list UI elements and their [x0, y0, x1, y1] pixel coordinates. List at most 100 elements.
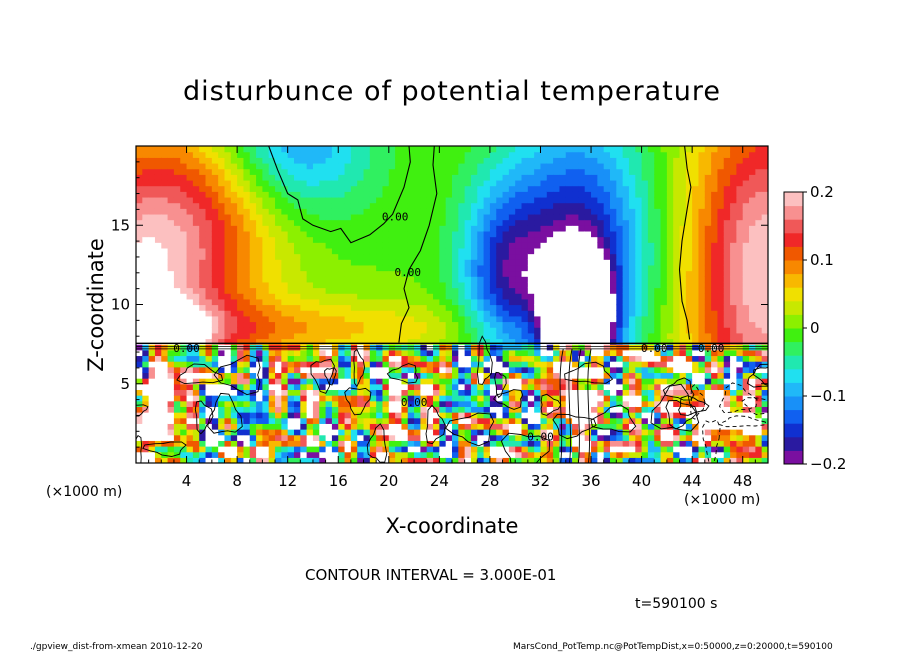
heatmap-cell: [534, 310, 542, 317]
heatmap-cell: [331, 412, 339, 419]
heatmap-cell: [243, 196, 251, 204]
heatmap-cell: [414, 423, 421, 430]
heatmap-cell: [407, 434, 415, 441]
heatmap-cell: [256, 429, 263, 436]
heatmap-cell: [357, 361, 365, 368]
heatmap-cell: [477, 310, 485, 317]
heatmap-cell: [331, 338, 339, 345]
heatmap-cell: [477, 191, 485, 198]
heatmap-cell: [508, 287, 516, 294]
heatmap-cell: [249, 293, 257, 300]
heatmap-cell: [508, 304, 516, 311]
heatmap-cell: [603, 230, 611, 238]
heatmap-cell: [249, 446, 257, 453]
heatmap-cell: [622, 213, 630, 221]
heatmap-cell: [331, 417, 339, 424]
heatmap-cell: [350, 293, 358, 300]
heatmap-cell: [527, 304, 535, 311]
heatmap-cell: [452, 304, 459, 311]
heatmap-cell: [173, 213, 181, 221]
heatmap-cell: [344, 349, 352, 357]
heatmap-cell: [559, 400, 567, 407]
heatmap-cell: [376, 355, 384, 362]
heatmap-cell: [666, 355, 674, 362]
heatmap-cell: [142, 434, 150, 441]
heatmap-cell: [211, 434, 219, 441]
heatmap-cell: [142, 383, 150, 391]
heatmap-cell: [420, 378, 428, 385]
heatmap-cell: [414, 412, 421, 419]
heatmap-cell: [546, 179, 554, 187]
heatmap-cell: [641, 327, 649, 334]
heatmap-cell: [559, 168, 567, 175]
heatmap-cell: [470, 378, 478, 385]
heatmap-cell: [673, 162, 681, 170]
heatmap-cell: [420, 276, 428, 283]
heatmap-cell: [211, 417, 219, 424]
heatmap-cell: [167, 361, 175, 368]
heatmap-cell: [369, 451, 377, 458]
heatmap-cell: [211, 270, 219, 277]
heatmap-cell: [660, 247, 668, 255]
heatmap-cell: [641, 457, 649, 463]
heatmap-cell: [426, 338, 434, 345]
heatmap-cell: [401, 191, 409, 198]
heatmap-cell: [420, 327, 428, 334]
heatmap-cell: [230, 264, 238, 272]
heatmap-cell: [199, 332, 207, 340]
heatmap-cell: [312, 208, 320, 215]
heatmap-cell: [565, 270, 573, 277]
heatmap-cell: [673, 236, 681, 243]
heatmap-cell: [610, 338, 617, 345]
heatmap-cell: [603, 179, 611, 187]
heatmap-cell: [136, 247, 143, 255]
heatmap-cell: [300, 230, 308, 238]
heatmap-cell: [572, 213, 579, 221]
heatmap-cell: [660, 372, 668, 379]
heatmap-cell: [243, 146, 251, 153]
heatmap-cell: [173, 378, 181, 385]
heatmap-cell: [243, 179, 251, 187]
heatmap-cell: [603, 395, 611, 402]
heatmap-cell: [382, 287, 390, 294]
heatmap-cell: [376, 446, 384, 453]
heatmap-cell: [173, 253, 181, 260]
heatmap-cell: [616, 208, 624, 215]
heatmap-cell: [635, 179, 643, 187]
heatmap-cell: [281, 219, 289, 226]
heatmap-cell: [192, 344, 200, 351]
heatmap-cell: [224, 355, 232, 362]
heatmap-cell: [698, 457, 706, 463]
heatmap-cell: [508, 344, 516, 351]
heatmap-cell: [445, 276, 453, 283]
heatmap-cell: [262, 315, 270, 323]
heatmap-cell: [515, 361, 523, 368]
heatmap-cell: [546, 230, 554, 238]
heatmap-cell: [154, 315, 162, 323]
heatmap-cell: [635, 400, 643, 407]
heatmap-cell: [679, 208, 687, 215]
heatmap-cell: [306, 429, 314, 436]
heatmap-cell: [452, 253, 459, 260]
heatmap-cell: [452, 434, 459, 441]
heatmap-cell: [294, 213, 301, 221]
heatmap-cell: [647, 315, 655, 323]
heatmap-cell: [420, 304, 428, 311]
heatmap-cell: [136, 429, 143, 436]
heatmap-cell: [243, 457, 251, 463]
heatmap-cell: [534, 434, 542, 441]
heatmap-cell: [546, 378, 554, 385]
heatmap-cell: [679, 417, 687, 424]
heatmap-cell: [647, 281, 655, 289]
heatmap-cell: [515, 327, 523, 334]
heatmap-cell: [376, 293, 384, 300]
heatmap-cell: [148, 146, 156, 153]
heatmap-cell: [685, 327, 693, 334]
heatmap-cell: [401, 327, 409, 334]
heatmap-cell: [464, 355, 472, 362]
heatmap-cell: [230, 253, 238, 260]
heatmap-cell: [294, 174, 301, 181]
heatmap-cell: [218, 219, 226, 226]
heatmap-cell: [262, 372, 270, 379]
heatmap-cell: [369, 315, 377, 323]
